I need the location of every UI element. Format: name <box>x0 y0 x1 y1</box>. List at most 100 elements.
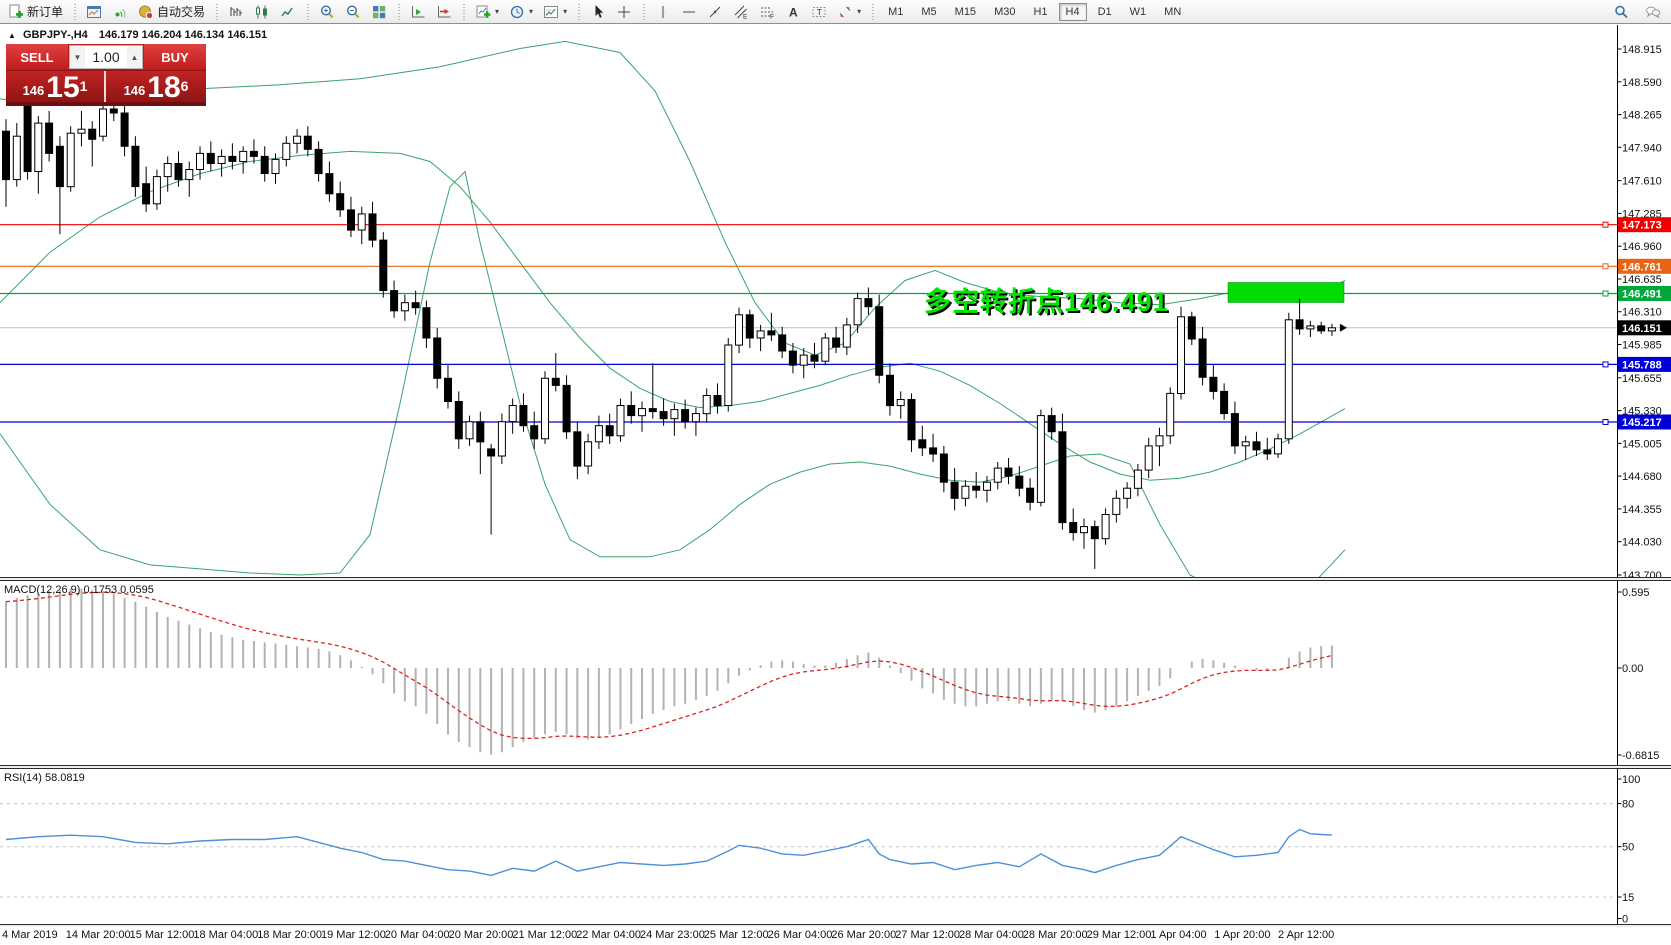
buy-price-display[interactable]: 146 18 6 <box>106 71 206 103</box>
date-axis[interactable]: 4 Mar 2019 14 Mar 20:00 15 Mar 12:00 18 Mar… <box>0 927 1671 945</box>
label-t-button[interactable]: T <box>807 2 831 22</box>
templates-button[interactable]: ▾ <box>539 2 571 22</box>
vline-button[interactable] <box>651 2 675 22</box>
dropdown-arrow-icon: ▾ <box>495 7 500 16</box>
timeframe-h4-button[interactable]: H4 <box>1058 2 1087 21</box>
new-order-label: 新订单 <box>27 5 64 19</box>
hline-handle[interactable] <box>1602 263 1609 270</box>
sell-price-main: 15 <box>46 71 80 104</box>
price-axis-tick: 146.960 <box>1622 241 1662 253</box>
price-axis-tick: 148.265 <box>1622 110 1662 122</box>
date-axis-label: 2 Apr 12:00 <box>1278 929 1335 941</box>
timeframe-h1-button[interactable]: H1 <box>1033 5 1048 18</box>
hline-handle[interactable] <box>1602 221 1609 228</box>
rsi-pane[interactable]: 100 80 50 15 0 <box>0 769 1671 924</box>
symbol-name: GBPJPY-,H4 <box>22 29 88 41</box>
linechart-button[interactable] <box>276 2 300 22</box>
hline-button[interactable] <box>677 2 701 22</box>
channel-button[interactable]: E <box>729 2 753 22</box>
hline-handle[interactable] <box>1602 290 1609 297</box>
volume-value[interactable]: 1.00 <box>92 49 120 65</box>
new-chart-button[interactable]: ▾ <box>471 2 503 22</box>
date-axis-label: 21 Mar 12:00 <box>512 929 578 941</box>
price-tag-146.761 <box>1618 258 1671 274</box>
volume-decrease-button[interactable]: ▼ <box>70 46 85 68</box>
dropdown-arrow-icon: ▾ <box>563 7 568 16</box>
svg-text:145.217: 145.217 <box>1622 417 1662 429</box>
macd-histogram <box>5 588 1333 755</box>
buy-price-pip: 6 <box>180 78 189 94</box>
periods-button[interactable]: ▾ <box>505 2 537 22</box>
highlight-rectangle[interactable] <box>1227 282 1345 303</box>
chat-button[interactable] <box>1641 2 1665 22</box>
collapse-triangle-icon[interactable]: ▲ <box>8 31 16 40</box>
tline-icon <box>709 6 721 17</box>
buy-button[interactable]: BUY <box>144 44 206 70</box>
shift-auto-icon <box>438 5 451 17</box>
shift-end-icon <box>412 5 425 17</box>
price-axis-tick: 148.915 <box>1622 44 1662 56</box>
autotrade-button[interactable]: 自动交易 <box>134 2 209 22</box>
periods-icon <box>510 5 524 18</box>
timeframe-mn-button[interactable]: MN <box>1164 5 1182 18</box>
svg-text:T: T <box>817 6 822 16</box>
date-axis-label: 15 Mar 12:00 <box>129 929 195 941</box>
crosshair-button[interactable] <box>612 2 636 22</box>
zoom-out-button[interactable] <box>341 2 365 22</box>
autotrade-label: 自动交易 <box>157 5 206 19</box>
shift-auto-button[interactable] <box>432 2 456 22</box>
cursor-button[interactable] <box>586 2 610 22</box>
tline-button[interactable] <box>703 2 727 22</box>
macd-indicator-label: MACD(12,26,9) 0.1753 0.0595 <box>4 584 154 596</box>
signal-button[interactable] <box>108 2 132 22</box>
pane-splitter-macd[interactable] <box>0 577 1671 581</box>
timeframe-m15-button[interactable]: M15 <box>954 5 977 18</box>
volume-increase-button[interactable]: ▲ <box>127 46 142 68</box>
timeframe-m5-button[interactable]: M5 <box>921 5 937 18</box>
bollinger-lower-band <box>0 170 1346 577</box>
rsi-axis-tick: 100 <box>1622 774 1640 786</box>
zoom-in-icon <box>321 4 334 18</box>
price-axis-tick: 147.940 <box>1622 142 1662 154</box>
price-axis-tick: 145.985 <box>1622 340 1662 352</box>
arrows-button[interactable]: ▾ <box>833 2 865 22</box>
rsi-line <box>5 828 1332 877</box>
new-order-button[interactable]: 新订单 <box>4 2 67 22</box>
price-axis-tick: 144.680 <box>1622 471 1662 483</box>
sell-price-pip: 1 <box>79 78 88 94</box>
dropdown-arrow-icon: ▾ <box>857 7 862 16</box>
price-axis-tick: 147.610 <box>1622 176 1662 188</box>
svg-text:147.173: 147.173 <box>1622 220 1662 232</box>
sell-button[interactable]: SELL <box>6 44 68 70</box>
price-axis-tick: 144.030 <box>1622 537 1662 549</box>
timeframe-m30-button[interactable]: M30 <box>994 5 1016 18</box>
date-axis-label: 20 Mar 04:00 <box>384 929 450 941</box>
fibo-button[interactable]: F <box>755 2 779 22</box>
macd-pane[interactable]: 0.595 0.00 -0.6815 <box>0 581 1671 765</box>
timeframe-w1-button[interactable]: W1 <box>1129 5 1147 18</box>
svg-text:146.761: 146.761 <box>1622 261 1662 273</box>
text-a-button[interactable]: A <box>781 2 805 22</box>
search-button[interactable] <box>1609 2 1633 22</box>
main-chart-pane[interactable]: 148.915148.590148.265147.940147.610147.2… <box>0 25 1671 577</box>
pane-splitter-rsi[interactable] <box>0 765 1671 769</box>
shift-end-button[interactable] <box>406 2 430 22</box>
toolbar-grip <box>576 3 582 20</box>
hline-handle[interactable] <box>1602 419 1609 425</box>
sell-price-display[interactable]: 146 15 1 <box>6 71 106 104</box>
zoom-in-button[interactable] <box>315 2 339 22</box>
chat-icon <box>1646 6 1661 19</box>
date-axis-label: 25 Mar 12:00 <box>703 929 769 941</box>
candles-button[interactable] <box>250 2 274 22</box>
timeframe-d1-button[interactable]: D1 <box>1097 5 1112 18</box>
bars-button[interactable] <box>224 2 248 22</box>
tiles-button[interactable] <box>367 2 391 22</box>
crosshair-icon <box>618 5 631 18</box>
date-axis-label: 28 Mar 04:00 <box>959 929 1024 941</box>
chart-window-button[interactable] <box>82 2 106 22</box>
search-icon <box>1615 5 1628 19</box>
toolbar: 新订单 自动交易 ▾ ▾ ▾ E F A T ▾ M1 M5 M15 M30 H1 H4 D1 W1 MN <box>0 0 1671 24</box>
hline-handle[interactable] <box>1602 361 1609 368</box>
timeframe-m1-button[interactable]: M1 <box>888 5 904 18</box>
macd-axis-tick: 0.595 <box>1622 587 1650 599</box>
